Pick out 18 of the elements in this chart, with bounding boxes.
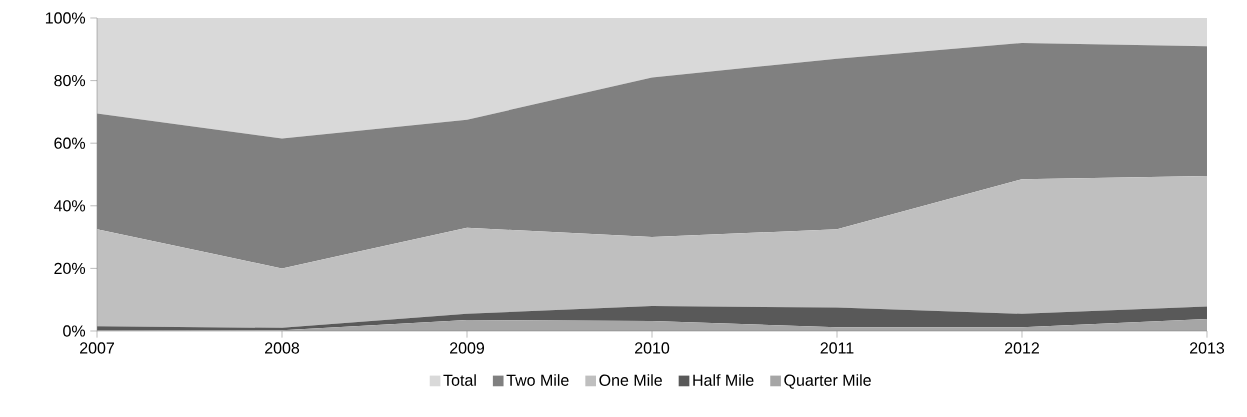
x-tick-label: 2007 <box>80 342 114 354</box>
x-tick-label: 2012 <box>1005 342 1039 354</box>
x-tick-label: 2011 <box>820 342 854 354</box>
y-tick-label: 100% <box>45 12 86 24</box>
x-tick-label: 2013 <box>1189 342 1225 354</box>
legend-label: Two Mile <box>506 374 569 386</box>
y-tick-label: 20% <box>54 262 86 275</box>
legend-label: Total <box>443 374 476 386</box>
x-tick-label: 2010 <box>635 342 670 354</box>
legend-label: Half Mile <box>693 374 754 386</box>
y-tick-label: 80% <box>54 74 86 87</box>
legend-label: One Mile <box>599 374 662 386</box>
y-tick-label: 0% <box>63 325 86 337</box>
legend-label: Quarter Mile <box>784 374 871 389</box>
x-tick-label: 2009 <box>450 342 485 354</box>
x-tick-label: 2008 <box>265 342 300 354</box>
y-tick-label: 40% <box>54 200 86 212</box>
y-tick-label: 60% <box>54 137 86 149</box>
